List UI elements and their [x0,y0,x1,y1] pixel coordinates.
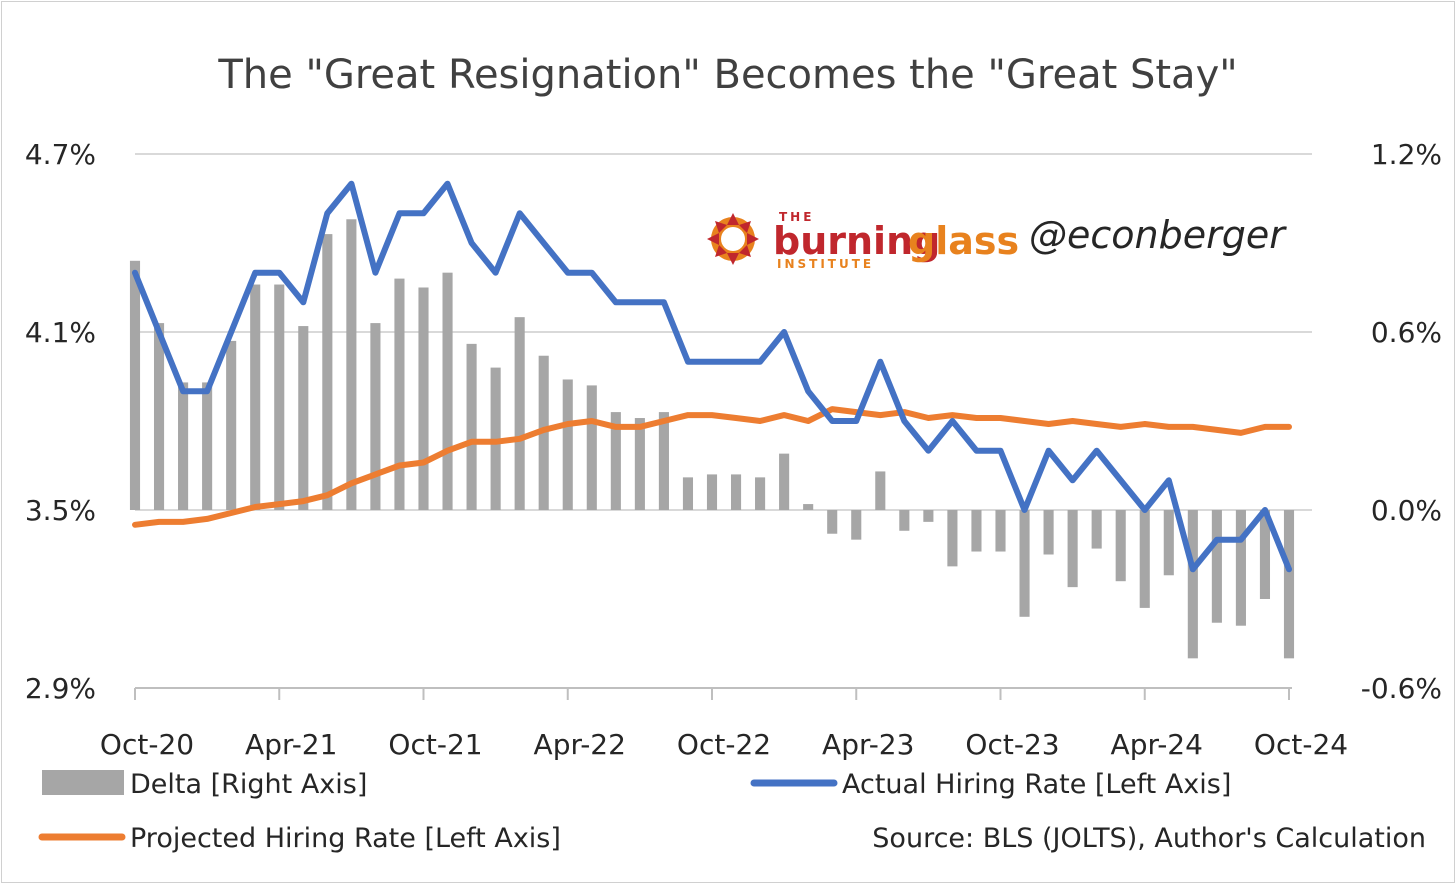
right-axis-ticks: 1.2% 0.6% 0.0% -0.6% [1361,138,1442,705]
delta-bar [875,471,886,510]
x-tick-label: Apr-24 [1111,728,1203,761]
source-note: Source: BLS (JOLTS), Author's Calculatio… [872,823,1426,854]
projected-hiring-line [132,406,1292,528]
delta-bar [129,260,141,510]
logo-word-burning: burning [773,219,940,263]
twitter-handle: @econberger [1029,213,1287,257]
delta-bar [322,234,333,510]
delta-bar [706,474,718,510]
delta-bars [129,219,1295,659]
legend-label-projected: Projected Hiring Rate [Left Axis] [130,823,561,854]
delta-bar [851,510,862,540]
legend: Delta [Right Axis] Actual Hiring Rate [L… [38,769,1426,854]
logo-small-top: THE [779,210,814,224]
delta-bar [586,385,597,510]
delta-bar [1019,510,1030,617]
hiring-lines [132,180,1292,573]
delta-bar [1211,510,1222,623]
delta-bar [947,510,958,567]
delta-bar [346,219,357,510]
x-tick-label: Oct-23 [965,728,1059,761]
delta-bar [1235,510,1246,626]
delta-bar [298,326,309,510]
delta-bar [803,504,814,510]
chart-title: The "Great Resignation" Becomes the "Gre… [217,52,1237,98]
delta-bar [1187,510,1198,659]
right-tick-label: 0.0% [1371,494,1442,527]
legend-swatch-delta [42,770,124,795]
delta-bar [634,418,645,510]
delta-bar [779,453,790,510]
burning-glass-logo: THE burning glass INSTITUTE @econberger [707,210,1287,271]
left-tick-label: 4.1% [25,316,96,349]
delta-bar [1139,510,1150,608]
x-tick-label: Apr-22 [534,728,626,761]
legend-label-delta: Delta [Right Axis] [130,769,367,800]
delta-bar [1043,510,1054,555]
actual-hiring-line [132,180,1292,573]
sun-logo-icon [707,213,759,265]
delta-bar [610,412,621,510]
delta-bar [1091,510,1102,549]
x-tick-label: Oct-21 [388,728,482,761]
x-tick-label: Oct-20 [100,728,194,761]
delta-bar [418,287,429,510]
delta-bar [226,340,237,510]
left-axis-ticks: 4.7% 4.1% 3.5% 2.9% [25,138,96,705]
delta-bar [562,379,573,510]
logo-word-glass: glass [908,219,1019,263]
delta-bar [1115,510,1126,582]
legend-label-actual: Actual Hiring Rate [Left Axis] [842,769,1231,800]
delta-bar [514,317,525,510]
delta-bar [1067,510,1078,588]
x-tick-label: Apr-23 [822,728,914,761]
delta-bar [658,412,669,510]
x-tick-label: Oct-22 [677,728,771,761]
delta-bar [1283,510,1295,659]
delta-bar [1259,510,1271,599]
delta-bar [827,510,838,534]
delta-bar [394,278,405,510]
delta-bar [1163,510,1174,576]
delta-bar [755,477,766,510]
delta-bar [730,474,742,510]
delta-bar [442,272,453,510]
x-tick-label: Oct-24 [1254,728,1348,761]
x-tick-label: Apr-21 [245,728,337,761]
delta-bar [971,510,982,552]
delta-bar [250,284,261,510]
delta-bar [178,382,189,510]
logo-small-bottom: INSTITUTE [777,257,874,271]
left-tick-label: 4.7% [25,138,96,171]
gridlines [135,153,1312,511]
delta-bar [370,323,381,510]
left-tick-label: 2.9% [25,672,96,705]
right-tick-label: -0.6% [1361,672,1442,705]
right-tick-label: 1.2% [1371,138,1442,171]
delta-bar [995,510,1006,552]
delta-bar [923,510,934,522]
x-axis: Oct-20 Apr-21 Oct-21 Apr-22 Oct-22 Apr-23 Oct-… [100,687,1348,761]
right-tick-label: 0.6% [1371,316,1442,349]
delta-bar [153,323,165,510]
left-tick-label: 3.5% [25,494,96,527]
delta-bar [202,382,213,510]
delta-bar [466,343,477,510]
delta-bar [682,477,694,510]
delta-bar [899,510,910,531]
delta-bar [274,284,285,510]
